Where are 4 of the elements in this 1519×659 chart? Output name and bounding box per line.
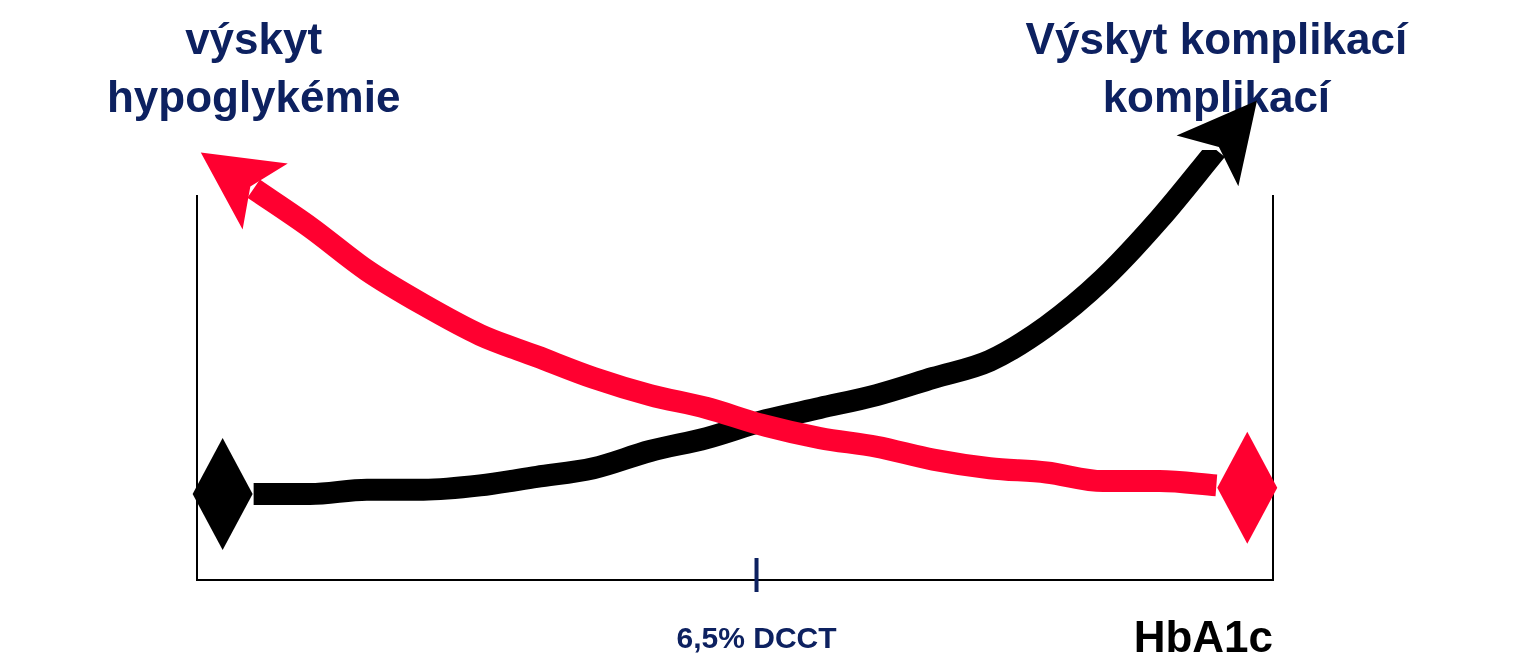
series-label: Výskyt komplikací komplikací [1025,14,1409,121]
x-axis-title: HbA1c [1133,612,1273,659]
text: 6,5% DCCT [676,621,837,654]
text: výskyt hypoglykémie [106,14,401,121]
